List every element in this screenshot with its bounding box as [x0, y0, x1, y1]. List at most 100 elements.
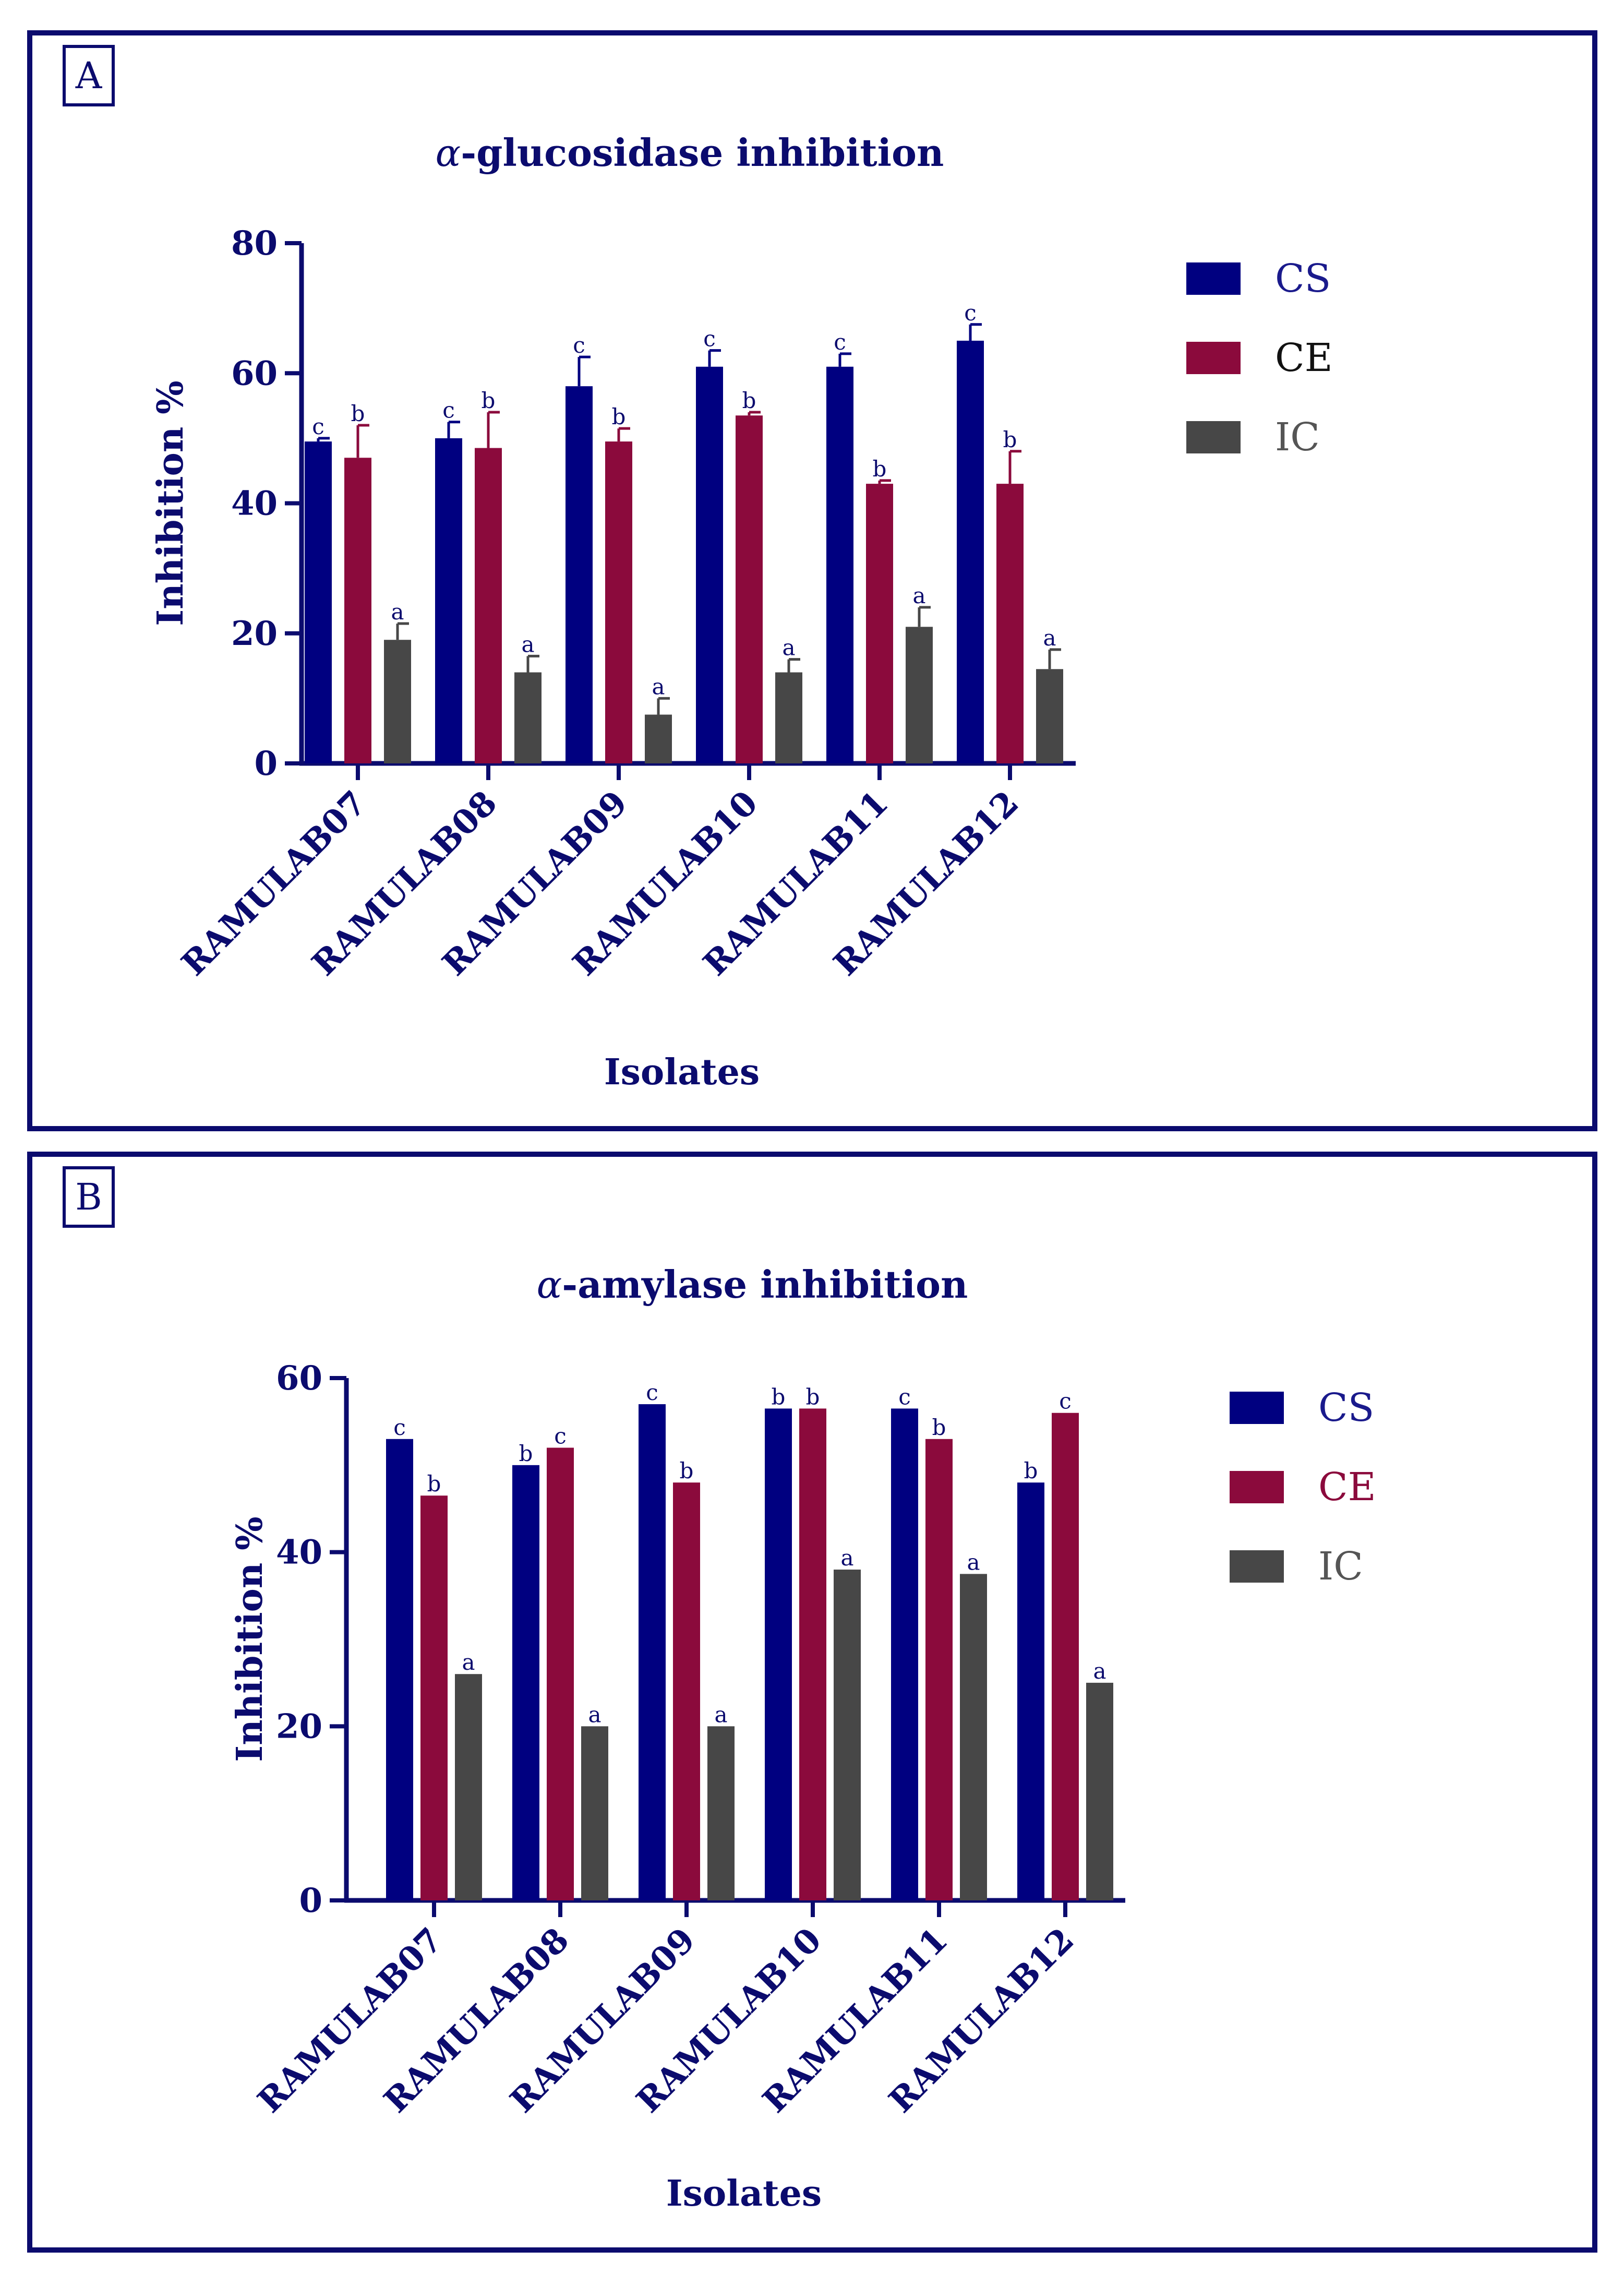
- significance-letter: b: [873, 456, 887, 482]
- legend-swatch-ic: [1230, 1550, 1284, 1583]
- significance-letter: c: [898, 1384, 911, 1409]
- significance-letter: b: [1024, 1458, 1038, 1483]
- significance-letter: a: [521, 631, 534, 657]
- y-tick-label: 60: [231, 354, 278, 393]
- bar-cs: [826, 366, 853, 763]
- bar-cs: [305, 441, 332, 763]
- bar-cs: [891, 1408, 918, 1900]
- bar-ce: [420, 1495, 448, 1900]
- significance-letter: b: [612, 404, 626, 429]
- bar-cs: [639, 1404, 666, 1900]
- y-tick-label: 80: [231, 224, 278, 263]
- y-tick-label: 20: [231, 614, 278, 653]
- legend-label-ic: IC: [1275, 415, 1320, 460]
- legend-swatch-cs: [1186, 262, 1241, 295]
- significance-letter: c: [442, 398, 455, 423]
- bar-ic: [514, 672, 542, 763]
- significance-letter: b: [519, 1441, 533, 1466]
- significance-letter: a: [912, 583, 925, 608]
- significance-letter: b: [806, 1384, 820, 1409]
- y-tick-label: 20: [276, 1707, 322, 1746]
- panel-b: B α-amylase inhibition Inhibition % 0 20 40 6…: [27, 1152, 1597, 2253]
- y-tick-label: 40: [276, 1533, 322, 1572]
- significance-letter: a: [714, 1702, 727, 1727]
- bar-ic: [645, 714, 672, 763]
- chart-title: α-amylase inhibition: [537, 1262, 968, 1307]
- bar-ce: [736, 415, 763, 763]
- significance-letter: a: [1043, 625, 1056, 651]
- bar-ic: [1036, 669, 1063, 763]
- significance-letter: c: [554, 1423, 567, 1449]
- bar-ic: [707, 1726, 735, 1900]
- bar-ce: [1052, 1413, 1079, 1900]
- bar-ic: [960, 1574, 987, 1900]
- significance-letter: c: [312, 414, 324, 439]
- significance-letter: b: [932, 1415, 946, 1440]
- bar-ic: [1086, 1682, 1113, 1900]
- significance-letter: b: [351, 401, 365, 426]
- bar-ic: [581, 1726, 608, 1900]
- bar-cs: [566, 386, 593, 763]
- legend-label-ic: IC: [1318, 1544, 1363, 1589]
- legend-swatch-ce: [1230, 1471, 1284, 1503]
- bar-cs: [512, 1465, 539, 1900]
- significance-letter: c: [1059, 1389, 1072, 1414]
- bar-cs: [696, 366, 723, 763]
- significance-letter: c: [834, 329, 846, 355]
- significance-letter: b: [680, 1458, 694, 1483]
- significance-letter: a: [1093, 1658, 1106, 1684]
- significance-letter: a: [391, 599, 404, 625]
- legend-label-cs: CS: [1275, 256, 1331, 301]
- significance-letter: b: [482, 388, 496, 413]
- significance-letter: a: [652, 674, 665, 699]
- significance-letter: b: [772, 1384, 786, 1409]
- y-axis-label: Inhibition %: [150, 380, 191, 626]
- bar-cs: [435, 438, 462, 763]
- significance-letter: c: [393, 1415, 406, 1440]
- legend-label-cs: CS: [1318, 1385, 1374, 1430]
- chart-title: α-glucosidase inhibition: [436, 130, 944, 175]
- significance-letter: c: [573, 332, 585, 358]
- bar-ic: [384, 640, 411, 763]
- bar-ic: [455, 1674, 482, 1900]
- significance-letter: c: [646, 1380, 658, 1405]
- bar-ce: [475, 448, 502, 763]
- legend-swatch-ce: [1186, 342, 1241, 374]
- y-tick-label: 0: [254, 744, 278, 783]
- significance-letter: a: [967, 1549, 980, 1575]
- panel-a: A α-glucosidase inhibition Inhibition % 0 2…: [27, 30, 1597, 1131]
- significance-letter: a: [782, 635, 795, 661]
- bar-ce: [925, 1439, 953, 1900]
- bar-ic: [906, 627, 933, 763]
- legend-swatch-cs: [1230, 1392, 1284, 1424]
- significance-letter: b: [427, 1471, 441, 1497]
- significance-letter: a: [588, 1702, 601, 1727]
- legend-swatch-ic: [1186, 421, 1241, 453]
- bar-ic: [834, 1570, 861, 1900]
- significance-letter: b: [742, 388, 756, 413]
- bar-ic: [775, 672, 802, 763]
- y-axis-label: Inhibition %: [229, 1516, 271, 1762]
- bar-ce: [866, 484, 893, 763]
- panel-label: A: [63, 45, 115, 106]
- bar-ce: [605, 441, 632, 763]
- legend-label-ce: CE: [1318, 1465, 1376, 1510]
- bar-cs: [957, 340, 984, 763]
- significance-letter: c: [964, 300, 977, 326]
- significance-letter: a: [462, 1649, 475, 1675]
- y-tick-label: 40: [231, 484, 278, 523]
- bar-ce: [344, 458, 371, 763]
- glucosidase-chart: α-glucosidase inhibition Inhibition % 0 20 4…: [150, 130, 1333, 1093]
- significance-letter: a: [840, 1545, 853, 1571]
- y-tick-label: 0: [299, 1881, 322, 1920]
- significance-letter: b: [1003, 427, 1017, 452]
- bar-cs: [386, 1439, 413, 1900]
- bar-ce: [799, 1408, 826, 1900]
- amylase-chart: α-amylase inhibition Inhibition % 0 20 40 60 c…: [229, 1262, 1376, 2215]
- bar-cs: [765, 1408, 792, 1900]
- legend-label-ce: CE: [1275, 336, 1333, 380]
- x-axis-label: Isolates: [666, 2173, 822, 2215]
- panel-label: B: [63, 1166, 115, 1228]
- bar-ce: [673, 1482, 700, 1900]
- bar-ce: [996, 484, 1024, 763]
